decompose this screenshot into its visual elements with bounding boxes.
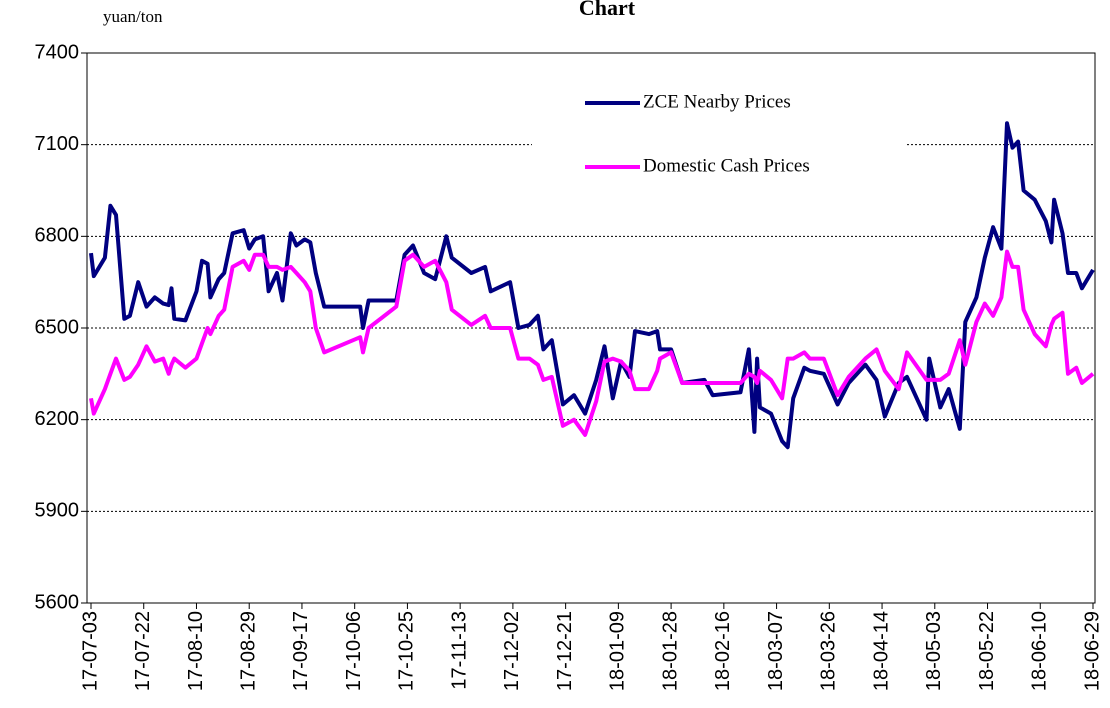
x-tick-label: 17-10-25 bbox=[396, 611, 418, 691]
legend-box bbox=[532, 78, 905, 198]
x-tick-label: 17-08-29 bbox=[237, 611, 259, 691]
x-tick-label: 18-01-28 bbox=[659, 611, 681, 691]
x-tick-label: 17-09-17 bbox=[290, 611, 312, 691]
y-tick-label: 6500 bbox=[35, 316, 80, 338]
y-axis-label: yuan/ton bbox=[103, 7, 163, 26]
y-tick-label: 7400 bbox=[35, 41, 80, 63]
chart-title: Chart bbox=[579, 0, 636, 20]
x-tick-label: 18-02-16 bbox=[712, 611, 734, 691]
x-tick-label: 17-11-13 bbox=[448, 611, 470, 690]
plot-frame bbox=[86, 52, 1096, 604]
x-tick-label: 17-12-21 bbox=[554, 611, 576, 691]
x-tick-label: 17-12-02 bbox=[501, 611, 523, 691]
y-tick-label: 7100 bbox=[35, 133, 80, 155]
x-tick-label: 18-03-07 bbox=[765, 611, 787, 691]
series-line bbox=[89, 121, 1095, 450]
x-tick-label: 18-05-03 bbox=[923, 611, 945, 691]
series-line bbox=[89, 249, 1095, 437]
x-tick-label: 17-07-03 bbox=[79, 611, 101, 691]
x-tick-label: 18-01-09 bbox=[607, 611, 629, 691]
y-tick-label: 5900 bbox=[35, 500, 80, 522]
x-tick-label: 17-08-10 bbox=[185, 611, 207, 691]
y-tick-label: 5600 bbox=[35, 591, 80, 613]
x-tick-label: 17-10-06 bbox=[343, 611, 365, 691]
x-tick-label: 18-03-26 bbox=[818, 611, 840, 691]
x-tick-label: 18-06-10 bbox=[1029, 611, 1051, 691]
x-tick-label: 17-07-22 bbox=[132, 611, 154, 691]
legend-label: ZCE Nearby Prices bbox=[643, 91, 791, 112]
x-tick-label: 18-05-22 bbox=[976, 611, 998, 691]
y-tick-label: 6800 bbox=[35, 225, 80, 247]
y-tick-label: 6200 bbox=[35, 408, 80, 430]
x-tick-label: 18-04-14 bbox=[870, 611, 892, 691]
x-tick-label: 18-06-29 bbox=[1081, 611, 1103, 691]
legend-label: Domestic Cash Prices bbox=[643, 155, 810, 176]
